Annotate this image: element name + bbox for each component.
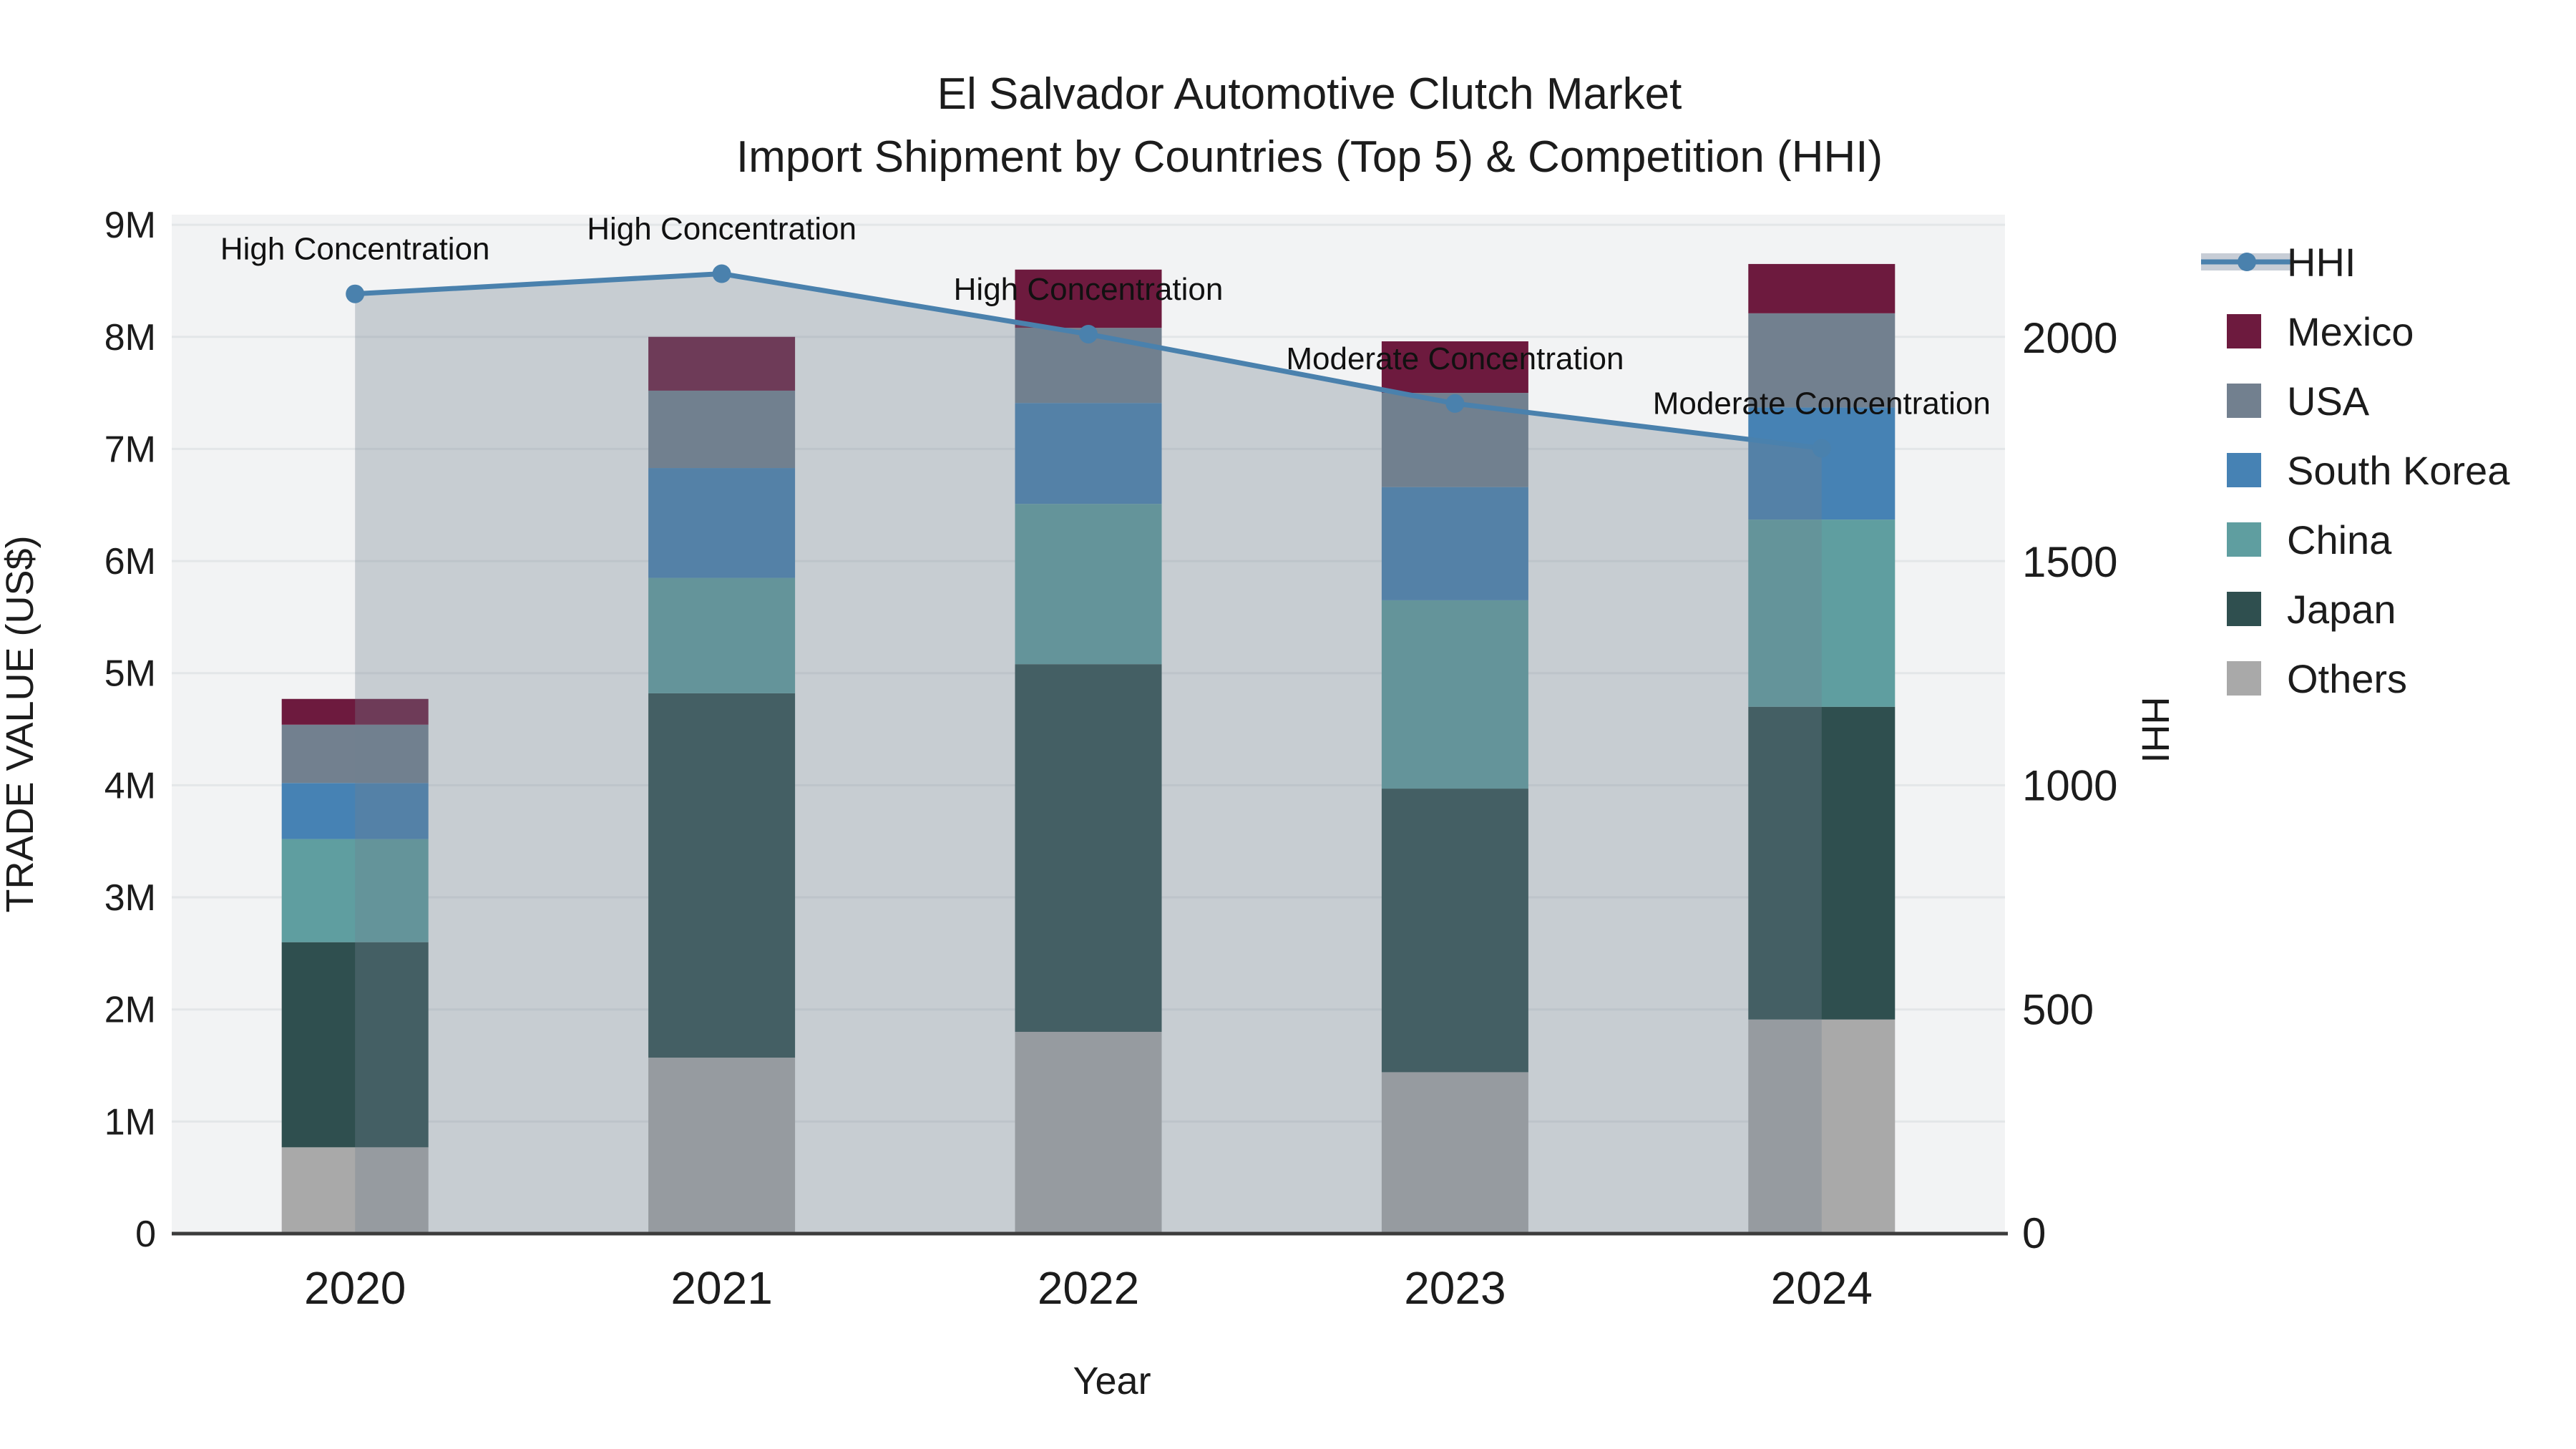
- legend-swatch-china: [2227, 522, 2261, 557]
- bar-segment-others-2020[interactable]: [281, 1147, 429, 1234]
- legend-swatch-mexico: [2227, 314, 2261, 348]
- y-left-tick-6M: 6M: [104, 541, 156, 582]
- legend-label-japan: Japan: [2287, 587, 2396, 632]
- bar-segment-china-2022[interactable]: [1015, 504, 1162, 665]
- legend-swatch-south-korea: [2227, 453, 2261, 487]
- bar-segment-south-korea-2023[interactable]: [1381, 487, 1528, 600]
- legend-label-china: China: [2287, 517, 2392, 562]
- hhi-area-fill: [355, 273, 1822, 1234]
- legend-item-japan[interactable]: Japan: [2227, 587, 2396, 632]
- y-left-tick-8M: 8M: [104, 317, 156, 358]
- hhi-marker-2024[interactable]: [1812, 439, 1831, 458]
- bar-segment-japan-2020[interactable]: [281, 942, 429, 1148]
- hhi-marker-2020[interactable]: [346, 284, 365, 303]
- y-left-tick-4M: 4M: [104, 765, 156, 806]
- legend-swatch-usa: [2227, 384, 2261, 418]
- bar-segment-japan-2021[interactable]: [648, 693, 796, 1058]
- bar-segment-china-2023[interactable]: [1381, 600, 1528, 789]
- y-left-tick-5M: 5M: [104, 653, 156, 695]
- legend-item-china[interactable]: China: [2227, 517, 2392, 562]
- bar-segment-south-korea-2022[interactable]: [1015, 403, 1162, 504]
- y-left-tick-3M: 3M: [104, 877, 156, 919]
- bar-segment-mexico-2022[interactable]: [1015, 269, 1162, 328]
- annotation-2021: High Concentration: [587, 212, 857, 247]
- bar-segment-mexico-2021[interactable]: [648, 336, 796, 391]
- bar-segment-usa-2024[interactable]: [1748, 313, 1896, 408]
- bar-segment-others-2022[interactable]: [1015, 1032, 1162, 1234]
- annotation-2020: High Concentration: [220, 232, 490, 267]
- tick-label-layer: 0 1M 2M 3M 4M 5M 6M 7M 8M 9M 0 500 1000 1500 2000 2020 2…: [104, 205, 2118, 1314]
- hhi-area-fill-layer: [355, 273, 1822, 1234]
- y-left-axis-title: TRADE VALUE (US$): [0, 535, 42, 912]
- y-left-tick-0: 0: [135, 1214, 156, 1255]
- chart-title-line1: El Salvador Automotive Clutch Market: [937, 69, 1682, 119]
- y-left-tick-7M: 7M: [104, 429, 156, 470]
- legend-item-others[interactable]: Others: [2227, 656, 2407, 701]
- bar-segment-mexico-2023[interactable]: [1381, 341, 1528, 394]
- legend-swatch-japan: [2227, 592, 2261, 626]
- legend-item-hhi[interactable]: HHI: [2201, 240, 2356, 285]
- chart-title-line2: Import Shipment by Countries (Top 5) & C…: [736, 132, 1883, 182]
- bar-segment-mexico-2020[interactable]: [281, 698, 429, 725]
- bar-segment-china-2020[interactable]: [281, 839, 429, 942]
- legend-hhi-marker-sample: [2238, 253, 2256, 271]
- hhi-marker-2021[interactable]: [712, 264, 731, 283]
- legend-label-south-korea: South Korea: [2287, 448, 2510, 493]
- hhi-marker-2023[interactable]: [1445, 394, 1465, 413]
- hhi-marker-2022[interactable]: [1079, 324, 1098, 343]
- bar-segment-china-2021[interactable]: [648, 577, 796, 693]
- legend-swatch-others: [2227, 661, 2261, 696]
- annotation-2024: Moderate Concentration: [1653, 386, 1991, 421]
- y-left-tick-2M: 2M: [104, 990, 156, 1031]
- bars-layer: [281, 263, 1896, 1234]
- legend-item-south-korea[interactable]: South Korea: [2227, 448, 2510, 493]
- legend-label-others: Others: [2287, 656, 2407, 701]
- y-right-tick-2000: 2000: [2022, 314, 2117, 362]
- hhi-line-layer: [346, 264, 1831, 458]
- annotation-layer: High Concentration High Concentration High…: [220, 212, 1991, 421]
- x-tick-2022: 2022: [1038, 1262, 1139, 1314]
- bar-segment-mexico-2024[interactable]: [1748, 263, 1896, 313]
- legend-label-hhi: HHI: [2287, 240, 2356, 285]
- legend-label-mexico: Mexico: [2287, 309, 2414, 354]
- bar-segment-south-korea-2021[interactable]: [648, 468, 796, 578]
- legend: HHI Mexico USA South Korea China Japan Others: [2201, 240, 2510, 701]
- y-right-tick-1500: 1500: [2022, 538, 2117, 586]
- bar-segment-china-2024[interactable]: [1748, 519, 1896, 707]
- bar-segment-usa-2020[interactable]: [281, 724, 429, 784]
- bar-segment-others-2024[interactable]: [1748, 1019, 1896, 1234]
- annotation-2022: High Concentration: [954, 272, 1224, 307]
- y-right-tick-1000: 1000: [2022, 762, 2117, 810]
- x-axis-title: Year: [1073, 1360, 1151, 1402]
- bar-segment-others-2021[interactable]: [648, 1058, 796, 1234]
- y-left-tick-9M: 9M: [104, 205, 156, 246]
- annotation-2023: Moderate Concentration: [1286, 341, 1624, 376]
- bar-segment-japan-2022[interactable]: [1015, 664, 1162, 1033]
- legend-item-usa[interactable]: USA: [2227, 379, 2370, 424]
- y-right-tick-500: 500: [2022, 985, 2094, 1033]
- y-right-tick-0: 0: [2022, 1209, 2046, 1257]
- legend-label-usa: USA: [2287, 379, 2370, 424]
- bar-segment-usa-2021[interactable]: [648, 390, 796, 469]
- bar-segment-south-korea-2024[interactable]: [1748, 407, 1896, 520]
- x-tick-2024: 2024: [1771, 1262, 1873, 1314]
- bar-segment-others-2023[interactable]: [1381, 1072, 1528, 1234]
- x-tick-2020: 2020: [304, 1262, 406, 1314]
- y-right-axis-title: HHI: [2134, 697, 2177, 763]
- bar-segment-south-korea-2020[interactable]: [281, 783, 429, 839]
- legend-item-mexico[interactable]: Mexico: [2227, 309, 2414, 354]
- y-left-tick-1M: 1M: [104, 1101, 156, 1143]
- bar-segment-japan-2024[interactable]: [1748, 706, 1896, 1020]
- x-tick-2023: 2023: [1404, 1262, 1506, 1314]
- x-tick-2021: 2021: [670, 1262, 772, 1314]
- bar-segment-japan-2023[interactable]: [1381, 789, 1528, 1073]
